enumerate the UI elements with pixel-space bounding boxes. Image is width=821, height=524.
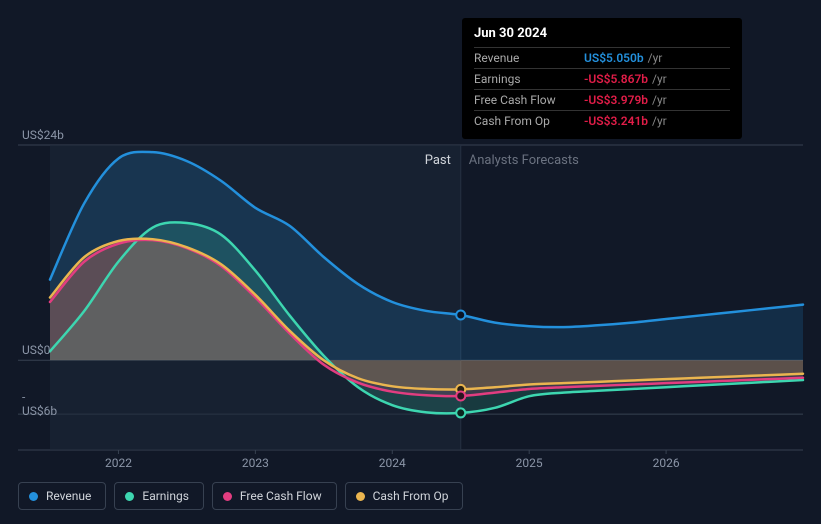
past-section-label: Past xyxy=(425,153,451,168)
tooltip-date: Jun 30 2024 xyxy=(474,26,730,41)
tooltip-metric-value: -US$5.867b xyxy=(584,72,648,86)
tooltip-metric-value: -US$3.979b xyxy=(584,93,648,107)
x-axis-label: 2023 xyxy=(242,456,269,470)
x-axis-label: 2022 xyxy=(105,456,132,470)
chart-legend: Revenue Earnings Free Cash Flow Cash From O… xyxy=(18,482,463,510)
y-axis-label: -US$6b xyxy=(22,390,60,418)
legend-label: Revenue xyxy=(46,489,91,503)
x-axis-label: 2026 xyxy=(653,456,680,470)
tooltip-metric-value: -US$3.241b xyxy=(584,114,648,128)
tooltip-metric-label: Cash From Op xyxy=(474,114,584,128)
y-axis-label: US$0 xyxy=(22,343,60,357)
legend-label: Free Cash Flow xyxy=(240,489,322,503)
legend-item-earnings[interactable]: Earnings xyxy=(114,482,204,510)
tooltip-row: Earnings-US$5.867b/yr xyxy=(474,68,730,89)
legend-dot-icon xyxy=(223,492,232,501)
tooltip-metric-label: Revenue xyxy=(474,51,584,65)
tooltip-row: Cash From Op-US$3.241b/yr xyxy=(474,110,730,131)
chart-tooltip: Jun 30 2024 RevenueUS$5.050b/yrEarnings-… xyxy=(462,18,742,139)
legend-label: Earnings xyxy=(142,489,189,503)
tooltip-metric-unit: /yr xyxy=(652,114,667,128)
legend-item-cfo[interactable]: Cash From Op xyxy=(345,482,464,510)
tooltip-metric-unit: /yr xyxy=(648,51,663,65)
legend-dot-icon xyxy=(125,492,134,501)
tooltip-metric-unit: /yr xyxy=(652,72,667,86)
tooltip-metric-unit: /yr xyxy=(652,93,667,107)
y-axis-label: US$24b xyxy=(22,128,60,142)
x-axis-label: 2024 xyxy=(379,456,406,470)
tooltip-row: Free Cash Flow-US$3.979b/yr xyxy=(474,89,730,110)
legend-item-revenue[interactable]: Revenue xyxy=(18,482,106,510)
legend-dot-icon xyxy=(356,492,365,501)
legend-item-fcf[interactable]: Free Cash Flow xyxy=(212,482,337,510)
x-axis-label: 2025 xyxy=(516,456,543,470)
legend-label: Cash From Op xyxy=(373,489,449,503)
legend-dot-icon xyxy=(29,492,38,501)
forecast-section-label: Analysts Forecasts xyxy=(469,153,579,168)
financial-chart: US$24b US$0 -US$6b 2022 2023 2024 2025 2026 Pa… xyxy=(0,0,821,524)
tooltip-metric-label: Free Cash Flow xyxy=(474,93,584,107)
tooltip-row: RevenueUS$5.050b/yr xyxy=(474,47,730,68)
tooltip-metric-value: US$5.050b xyxy=(584,51,644,65)
tooltip-metric-label: Earnings xyxy=(474,72,584,86)
